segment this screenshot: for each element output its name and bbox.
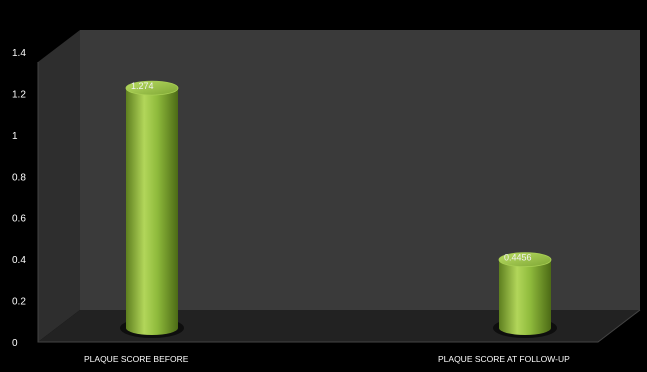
y-axis: 0 0.2 0.4 0.6 0.8 1 1.2 1.4 <box>12 48 26 349</box>
y-tick-label: 1.4 <box>12 48 26 59</box>
y-tick-label: 0.4 <box>12 255 26 266</box>
bar: 1.274 <box>120 80 184 338</box>
chart-walls <box>37 30 641 343</box>
data-label: 1.274 <box>131 81 154 91</box>
x-tick-label: PLAQUE SCORE BEFORE <box>84 354 189 364</box>
y-tick-label: 0.6 <box>12 214 26 225</box>
bar-top <box>498 252 552 268</box>
axis-edges <box>37 62 641 343</box>
bar-body <box>499 259 551 335</box>
bars-layer: 1.274 0.4456 <box>120 80 557 338</box>
data-label: 0.4456 <box>504 253 532 263</box>
y-tick-label: 0 <box>12 338 18 349</box>
floor <box>38 310 640 342</box>
y-tick-label: 1 <box>12 131 18 142</box>
bar-top <box>125 80 179 96</box>
x-axis: PLAQUE SCORE BEFORE PLAQUE SCORE AT FOLLO… <box>84 354 570 364</box>
side-wall <box>38 30 80 342</box>
y-tick-label: 0.8 <box>12 172 26 183</box>
back-wall <box>80 30 640 310</box>
x-tick-label: PLAQUE SCORE AT FOLLOW-UP <box>438 354 570 364</box>
y-tick-label: 1.2 <box>12 89 26 100</box>
bar: 0.4456 <box>493 252 557 338</box>
y-tick-label: 0.2 <box>12 297 26 308</box>
bar-body <box>126 88 178 335</box>
